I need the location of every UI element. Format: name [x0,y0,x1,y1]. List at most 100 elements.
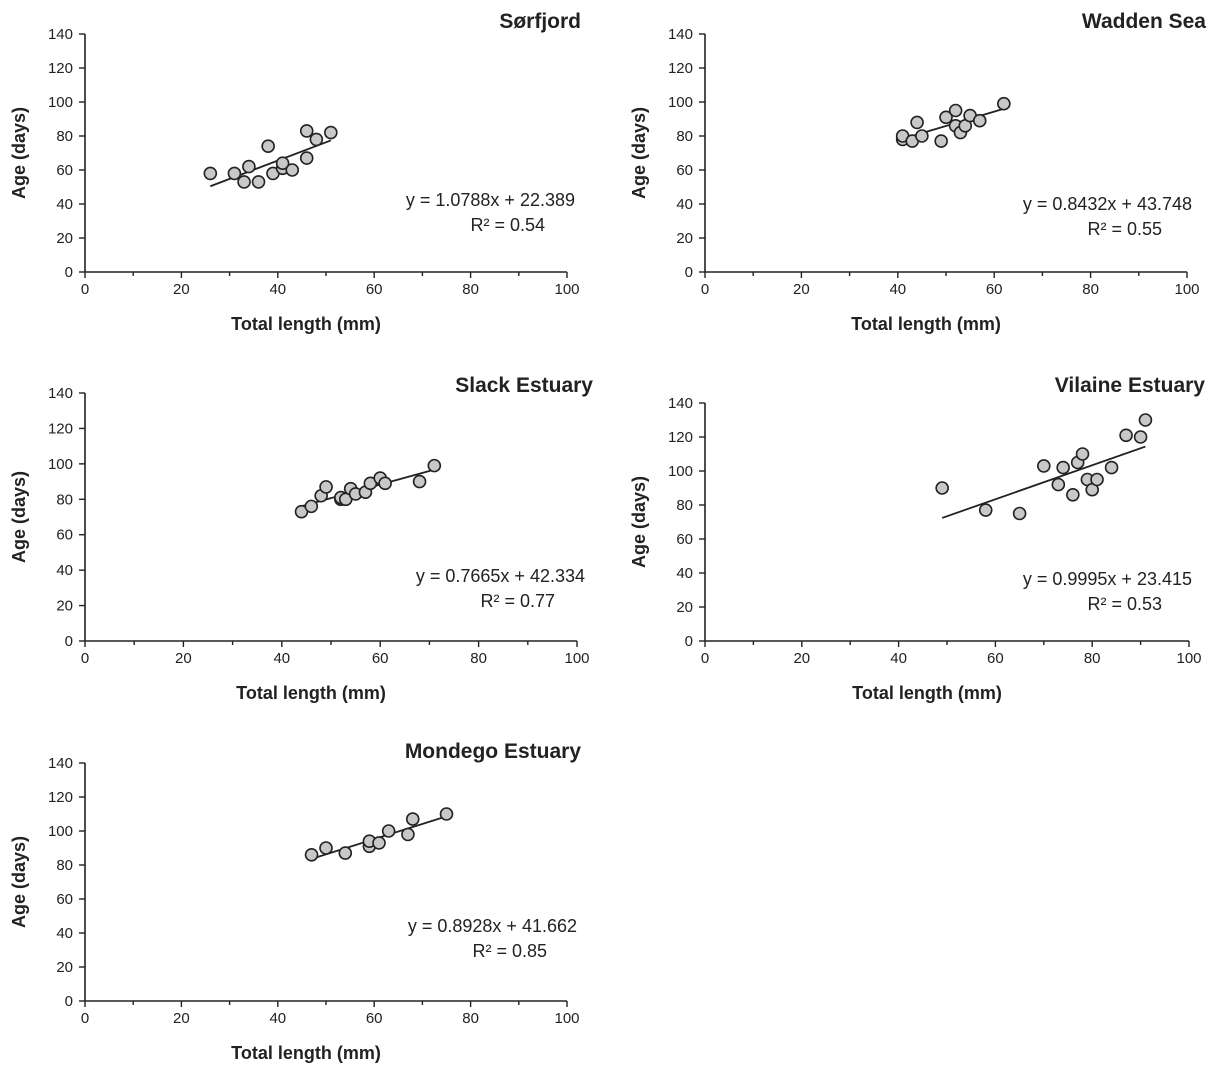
x-tick-label: 20 [173,281,190,298]
y-tick-label: 140 [668,26,693,43]
y-tick-label: 80 [676,128,693,145]
x-tick-label: 20 [793,281,810,298]
x-tick-label: 0 [81,650,89,667]
data-point [309,132,324,147]
data-point [934,134,948,148]
x-tick-label: 80 [470,650,487,667]
data-point [427,458,442,473]
data-point [275,156,290,170]
data-point [915,129,929,143]
r-squared-label: R² = 0.53 [1087,594,1162,614]
trendline-equation: y = 0.9995x + 23.415 [1023,569,1192,589]
x-tick-label: 20 [173,1010,190,1027]
data-point [381,824,396,838]
y-tick-label: 60 [676,162,693,179]
data-point [978,503,993,517]
y-tick-label: 20 [56,230,73,247]
x-axis-label: Total length (mm) [851,314,1001,334]
x-tick-label: 80 [462,1010,479,1027]
data-point [299,151,314,165]
y-tick-label: 120 [48,60,73,77]
chart-title: Wadden Sea [1082,10,1206,33]
data-point [412,474,427,489]
y-tick-label: 120 [48,420,73,437]
data-point [1138,413,1153,427]
y-tick-label: 80 [676,497,693,514]
y-tick-label: 40 [56,196,73,213]
y-tick-label: 0 [65,993,73,1010]
y-tick-label: 60 [56,162,73,179]
x-axis-label: Total length (mm) [236,683,386,703]
r-squared-label: R² = 0.55 [1087,219,1162,239]
y-tick-label: 120 [48,789,73,806]
y-tick-label: 120 [668,60,693,77]
trendline-equation: y = 0.8928x + 41.662 [408,916,577,936]
data-point [1119,428,1133,443]
y-tick-label: 60 [676,531,693,548]
chart-title: Vilaine Estuary [1055,374,1206,397]
x-tick-label: 100 [554,281,579,298]
y-tick-label: 140 [48,385,73,402]
x-tick-label: 40 [889,281,906,298]
x-tick-label: 60 [372,650,389,667]
r-squared-label: R² = 0.54 [470,215,545,235]
data-point [299,124,314,138]
data-point [1012,506,1027,521]
y-tick-label: 20 [676,230,693,247]
y-tick-label: 20 [676,599,693,616]
data-point [1037,459,1051,473]
trendline-equation: y = 1.0788x + 22.389 [406,190,575,210]
y-tick-label: 40 [676,196,693,213]
data-point [227,166,242,181]
x-tick-label: 80 [462,281,479,298]
x-tick-label: 0 [701,650,709,667]
x-tick-label: 40 [273,650,290,667]
x-tick-label: 40 [269,281,286,298]
x-tick-label: 60 [987,650,1004,667]
x-tick-label: 80 [1082,281,1099,298]
y-tick-label: 80 [56,491,73,508]
y-tick-label: 100 [48,456,73,473]
y-tick-label: 40 [56,925,73,942]
data-point [910,115,924,130]
data-point [1133,430,1148,444]
data-point [935,481,949,495]
data-point [304,499,319,514]
data-point [378,476,392,491]
x-tick-label: 60 [366,281,383,298]
x-axis-label: Total length (mm) [231,1043,381,1063]
data-point [939,110,953,125]
x-tick-label: 100 [554,1010,579,1027]
x-tick-label: 100 [1176,650,1201,667]
x-tick-label: 80 [1084,650,1101,667]
x-tick-label: 40 [890,650,907,667]
data-point [405,812,420,826]
y-axis-label: Age (days) [9,107,29,199]
data-point [972,113,987,128]
data-point [1051,477,1066,492]
data-point [401,827,415,842]
data-point [439,807,454,821]
y-axis-label: Age (days) [9,836,29,928]
x-tick-label: 40 [269,1010,286,1027]
y-tick-label: 100 [48,823,73,840]
data-point [242,159,256,174]
y-tick-label: 0 [65,633,73,650]
y-tick-label: 140 [668,395,693,412]
y-tick-label: 80 [56,128,73,145]
chart-title: Sørfjord [499,10,581,33]
data-point [1090,472,1104,487]
trendline-equation: y = 0.8432x + 43.748 [1023,194,1192,214]
chart-title: Slack Estuary [455,374,593,397]
y-axis-label: Age (days) [9,471,29,563]
trendline-equation: y = 0.7665x + 42.334 [416,566,585,586]
x-tick-label: 0 [701,281,709,298]
data-point [319,841,333,855]
data-point [319,480,333,494]
chart-title: Mondego Estuary [405,740,582,763]
chart-panel: Vilaine Estuary 0 20 40 60 80 100 120 140 0 20 40 60… [629,374,1205,703]
y-tick-label: 20 [56,959,73,976]
y-axis-label: Age (days) [629,476,649,568]
